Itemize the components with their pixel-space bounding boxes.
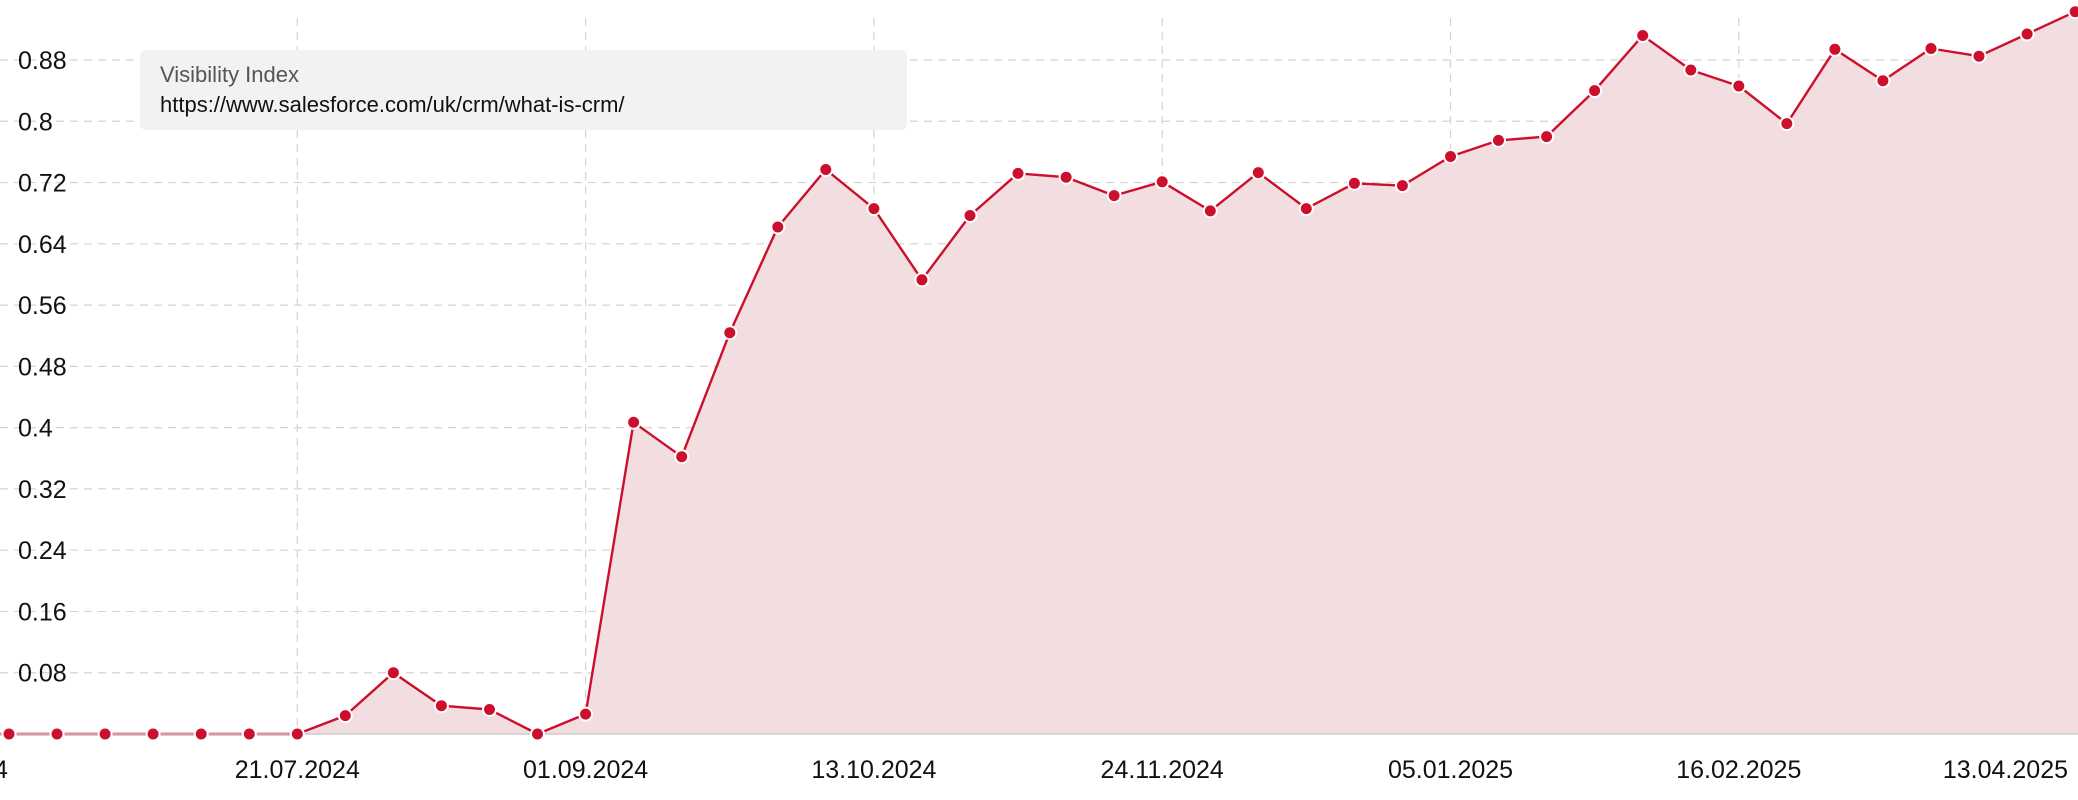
- data-point: [482, 702, 497, 717]
- data-point: [770, 219, 786, 235]
- legend-series-name: Visibility Index: [160, 62, 299, 87]
- data-point: [2019, 26, 2035, 42]
- x-tick-label-cut: 4: [0, 756, 8, 784]
- data-point: [1443, 149, 1458, 164]
- x-tick-label: 13.04.2025: [1943, 756, 2068, 784]
- x-tick-label: 24.11.2024: [1101, 756, 1224, 784]
- data-point: [914, 272, 930, 288]
- data-point: [241, 726, 257, 742]
- data-point: [1587, 83, 1603, 99]
- data-point: [1923, 41, 1939, 56]
- data-point: [1010, 165, 1026, 181]
- legend-url: https://www.salesforce.com/uk/crm/what-i…: [160, 92, 625, 117]
- y-tick-label: 0.32: [18, 476, 67, 504]
- data-point: [1635, 28, 1651, 43]
- data-point: [1154, 174, 1170, 190]
- y-tick-label: 0.8: [18, 108, 53, 136]
- data-point: [49, 726, 65, 742]
- data-point: [1779, 116, 1795, 132]
- y-tick-label: 0.48: [18, 353, 67, 381]
- data-point: [1298, 201, 1314, 217]
- data-point: [1491, 132, 1506, 148]
- y-tick-label: 0.16: [18, 598, 67, 626]
- data-point: [1346, 175, 1362, 191]
- data-point: [578, 706, 594, 722]
- data-point: [289, 726, 305, 742]
- data-point: [385, 665, 401, 681]
- x-tick-label: 16.02.2025: [1676, 756, 1801, 784]
- data-point: [1827, 41, 1843, 57]
- x-tick-labels: 21.07.2024 01.09.2024 13.10.2024 24.11.2024…: [0, 756, 2068, 784]
- data-point: [626, 414, 642, 430]
- data-point: [1106, 188, 1122, 204]
- y-tick-label: 0.24: [18, 537, 67, 565]
- data-point: [674, 449, 690, 465]
- data-point: [1058, 169, 1074, 185]
- data-point: [1539, 129, 1555, 145]
- y-tick-labels: 0.08 0.16 0.24 0.32 0.4 0.48 0.56 0.64 0.72 0.8 0.…: [18, 47, 67, 688]
- data-point: [1875, 73, 1891, 89]
- data-point: [1971, 48, 1987, 64]
- y-tick-label: 0.64: [18, 231, 67, 259]
- y-tick-label: 0.08: [18, 660, 67, 688]
- y-tick-label: 0.72: [18, 170, 67, 198]
- series-points: [1, 4, 2078, 742]
- data-point: [530, 726, 545, 742]
- data-point: [1202, 203, 1218, 219]
- data-point: [1683, 62, 1699, 78]
- series-area: [0, 0, 2078, 734]
- legend: Visibility Index https://www.salesforce.…: [140, 50, 907, 130]
- data-point: [818, 162, 834, 177]
- data-point: [722, 325, 738, 341]
- x-tick-label: 05.01.2025: [1388, 756, 1513, 784]
- data-point: [337, 708, 353, 724]
- x-tick-label: 21.07.2024: [235, 756, 360, 784]
- y-tick-label: 0.56: [18, 292, 67, 320]
- data-point: [2067, 4, 2078, 20]
- data-point: [193, 726, 209, 742]
- data-point: [145, 726, 161, 742]
- data-point: [433, 698, 449, 714]
- data-point: [1, 726, 17, 742]
- x-tick-label: 13.10.2024: [811, 756, 936, 784]
- data-point: [866, 201, 882, 217]
- data-point: [962, 208, 978, 223]
- data-point: [1394, 178, 1410, 194]
- y-tick-label: 0.4: [18, 415, 53, 443]
- y-tick-label: 0.88: [18, 47, 67, 75]
- data-point: [1250, 165, 1266, 181]
- x-tick-label: 01.09.2024: [523, 756, 648, 784]
- data-point: [1731, 78, 1747, 94]
- data-point: [97, 726, 113, 742]
